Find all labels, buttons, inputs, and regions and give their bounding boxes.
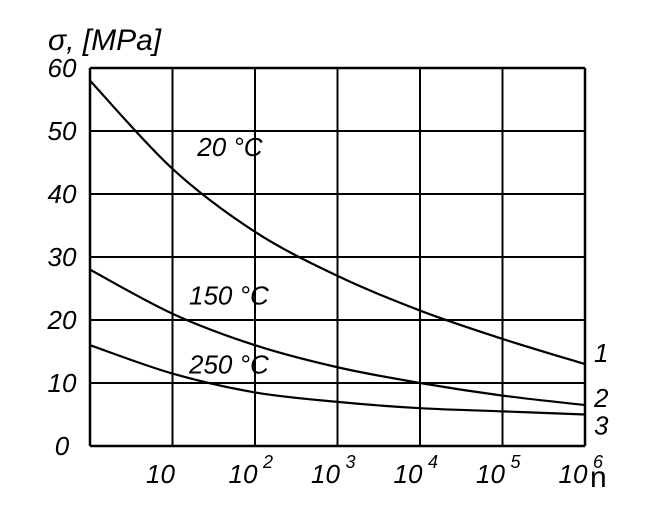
y-tick-label: 50 [48,116,77,146]
series-group [89,79,586,416]
x-tick-label: 10 [559,459,588,489]
x-tick-exponent: 2 [262,452,273,472]
y-tick-label: 20 [47,305,77,335]
x-tick-exponent: 3 [346,452,356,472]
x-tick-label: 10 [394,459,423,489]
x-tick-label: 10 [311,459,340,489]
y-tick-label: 10 [48,368,77,398]
y-tick-label: 40 [48,179,77,209]
x-ticks: 10 10 2 10 3 10 4 10 5 10 6 [146,452,604,489]
x-tick-exponent: 4 [428,452,438,472]
x-tick-exponent: 6 [593,452,604,472]
y-tick-label: 60 [48,53,77,83]
series-line-2 [89,268,586,407]
y-tick-label: 30 [48,242,77,272]
curve-label-3: 250 °C [188,350,269,380]
y-axis-label: σ, [MPa] [48,24,162,57]
curve-label-2: 150 °C [189,280,269,310]
series-line-3 [89,344,586,416]
x-tick-exponent: 5 [511,452,522,472]
x-tick-label: 10 [476,459,505,489]
x-tick-label: 10 [229,459,258,489]
y-ticks: 0 10 20 30 40 50 60 [47,53,77,461]
curve-number-1: 1 [594,338,608,368]
curve-labels: 20 °C 1 150 °C 2 250 °C 3 [188,132,609,440]
series-line-1 [89,79,586,366]
x-tick-label: 10 [146,459,175,489]
x-axis-label: n [590,461,607,494]
curve-label-1: 20 °C [196,132,263,162]
grid [88,66,587,448]
y-tick-label: 0 [55,431,70,461]
curve-number-3: 3 [594,411,609,441]
curve-number-2: 2 [593,383,609,413]
